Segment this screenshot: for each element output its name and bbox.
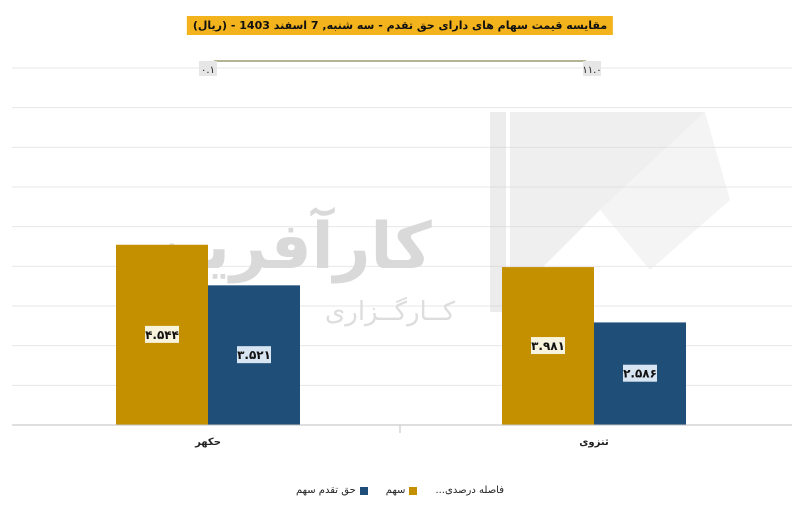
percent-gap-label-text: ۱۱.۰	[582, 65, 601, 76]
legend-item-percent-gap[interactable]: فاصله درصدی...	[435, 485, 504, 496]
legend-item-stock[interactable]: سهم	[386, 485, 418, 496]
legend-label-rights: حق تقدم سهم	[295, 485, 356, 496]
category-label: حکهر	[194, 437, 221, 448]
percent-gap-label: ۱۱.۰	[582, 61, 602, 76]
legend-label-stock: سهم	[385, 485, 406, 496]
watermark-subtext: کــارگــزاری	[325, 296, 456, 327]
chart-title: مقایسه قیمت سهام های دارای حق تقدم - سه …	[186, 16, 614, 35]
bar-label: ۲.۵۸۶	[623, 367, 657, 381]
legend: فاصله درصدی... سهم حق تقدم سهم	[0, 485, 800, 496]
watermark-bar	[490, 112, 506, 312]
legend-label-percent-gap: فاصله درصدی...	[435, 485, 505, 496]
bar-label-bg	[623, 364, 657, 382]
percent-gap-label-bg	[583, 61, 601, 76]
percent-gap-label: ۰.۱	[199, 61, 217, 76]
bar-label: ۳.۹۸۱	[531, 339, 565, 353]
bar-label-bg	[145, 325, 179, 343]
bar-label: ۴.۵۴۴	[145, 328, 179, 342]
bar-label-bg	[531, 337, 565, 355]
legend-swatch-stock	[409, 486, 418, 495]
watermark-shape	[510, 112, 705, 300]
watermark-logo	[490, 112, 730, 312]
bar-label-bg	[237, 346, 271, 364]
category-label: ثنزوی	[579, 437, 609, 448]
legend-item-rights[interactable]: حق تقدم سهم	[296, 485, 368, 496]
legend-swatch-rights	[359, 486, 368, 495]
watermark-shape	[600, 112, 730, 270]
percent-gap-label-bg	[199, 61, 217, 76]
percent-gap-label-text: ۰.۱	[201, 65, 215, 76]
bar-label: ۳.۵۲۱	[237, 348, 271, 362]
